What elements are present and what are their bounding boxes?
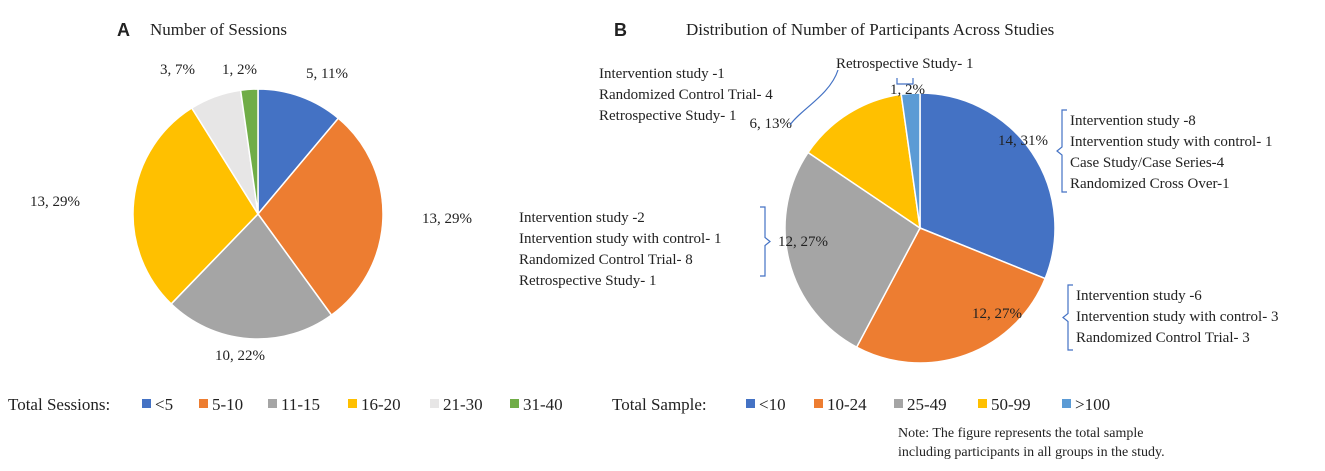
annotation-4-line-0: Intervention study -1 <box>599 66 725 82</box>
legend-A-label-1: 5-10 <box>212 395 243 414</box>
annotation-3-bracket <box>760 206 771 277</box>
pie-B-slice-4 <box>900 92 921 229</box>
legend-B-swatch-2 <box>894 399 903 408</box>
legend-B-swatch-4 <box>1062 399 1071 408</box>
chart-title-B: Distribution of Number of Participants A… <box>686 20 1054 39</box>
pie-A-slice-3 <box>132 106 259 305</box>
annotation-1-line-2: Case Study/Case Series-4 <box>1070 155 1225 171</box>
pie-A-data-label-1: 13, 29% <box>422 211 472 227</box>
legend-A-label-5: 31-40 <box>523 395 563 414</box>
legend-A-swatch-4 <box>430 399 439 408</box>
pie-B-data-label-3: 6, 13% <box>750 116 793 132</box>
note-line-1: including participants in all groups in … <box>898 445 1165 460</box>
annotation-1-bracket <box>1056 109 1067 193</box>
pie-A-data-label-5: 1, 2% <box>222 62 257 78</box>
pie-B-slice-1 <box>855 227 1047 364</box>
legend-A-swatch-2 <box>268 399 277 408</box>
annotation-5-bracket <box>896 78 914 85</box>
pie-B-slice-2 <box>784 151 921 349</box>
annotation-3-line-2: Randomized Control Trial- 8 <box>519 252 693 268</box>
annotation-2-line-1: Intervention study with control- 3 <box>1076 309 1278 325</box>
annotation-1-line-1: Intervention study with control- 1 <box>1070 134 1272 150</box>
legend-B-label-4: >100 <box>1075 395 1110 414</box>
panel-label-B: B <box>614 20 627 40</box>
legend-A-label-3: 16-20 <box>361 395 401 414</box>
legend-A-label-2: 11-15 <box>281 395 320 414</box>
legend-B-label-3: 50-99 <box>991 395 1031 414</box>
annotation-3-line-1: Intervention study with control- 1 <box>519 231 721 247</box>
annotation-3-line-3: Retrospective Study- 1 <box>519 273 656 289</box>
pie-B-data-label-2: 12, 27% <box>778 234 828 250</box>
legend-A-swatch-3 <box>348 399 357 408</box>
pie-B-slice-0 <box>919 92 1056 280</box>
pie-A-data-label-0: 5, 11% <box>306 66 348 82</box>
legend-A-label-0: <5 <box>155 395 173 414</box>
pie-A-slice-5 <box>239 88 259 215</box>
legend-title-B: Total Sample: <box>612 395 707 414</box>
annotation-4-line-1: Randomized Control Trial- 4 <box>599 87 773 103</box>
pie-A-slice-2 <box>170 212 333 340</box>
legend-B-label-0: <10 <box>759 395 786 414</box>
pie-A-data-label-4: 3, 7% <box>160 62 195 78</box>
annotation-2-line-2: Randomized Control Trial- 3 <box>1076 330 1250 346</box>
pie-B-data-label-4: 1, 2% <box>890 82 925 98</box>
legend-A-swatch-0 <box>142 399 151 408</box>
legend-B-label-2: 25-49 <box>907 395 947 414</box>
legend-B-swatch-3 <box>978 399 987 408</box>
legend-A-swatch-1 <box>199 399 208 408</box>
legend-B-swatch-0 <box>746 399 755 408</box>
legend-A-swatch-5 <box>510 399 519 408</box>
legend-B-swatch-1 <box>814 399 823 408</box>
chart-title-A: Number of Sessions <box>150 20 287 39</box>
panel-label-A: A <box>117 20 130 40</box>
annotation-2-line-0: Intervention study -6 <box>1076 288 1202 304</box>
legend-title-A: Total Sessions: <box>8 395 110 414</box>
note-line-0: Note: The figure represents the total sa… <box>898 426 1143 441</box>
pie-B-slice-3 <box>807 93 921 230</box>
pie-A-slice-1 <box>257 117 384 317</box>
legend-A-label-4: 21-30 <box>443 395 483 414</box>
annotation-1-line-0: Intervention study -8 <box>1070 113 1196 129</box>
pie-A-data-label-3: 13, 29% <box>30 194 80 210</box>
pie-A-data-label-2: 10, 22% <box>215 348 265 364</box>
legend-B-label-1: 10-24 <box>827 395 867 414</box>
annotation-4-line-2: Retrospective Study- 1 <box>599 108 736 124</box>
annotation-3-line-0: Intervention study -2 <box>519 210 645 226</box>
pie-B-data-label-0: 14, 31% <box>998 133 1048 149</box>
pie-A-slice-0 <box>257 88 340 217</box>
annotation-5-line-0: Retrospective Study- 1 <box>836 56 973 72</box>
annotation-4-bracket <box>789 69 839 126</box>
annotation-2-bracket <box>1062 284 1073 351</box>
pie-B-data-label-1: 12, 27% <box>972 306 1022 322</box>
annotation-1-line-3: Randomized Cross Over-1 <box>1070 176 1230 192</box>
